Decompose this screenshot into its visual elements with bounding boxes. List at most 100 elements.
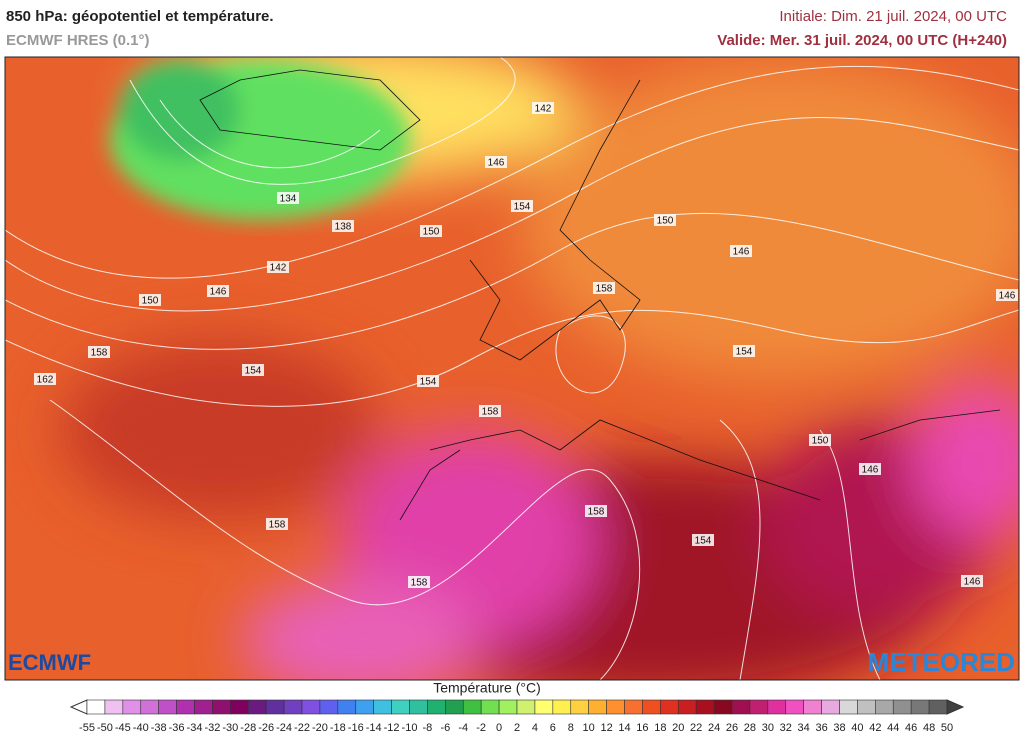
colorbar-tick-label: 50 [941,722,953,734]
colorbar-tick-label: -26 [258,722,274,734]
contour-label-box [408,576,430,588]
contour-label: 154 [736,347,753,358]
colorbar-tick-label: -36 [169,722,185,734]
colorbar-tick-label: -4 [458,722,468,734]
colorbar-tick-label: 40 [851,722,863,734]
colorbar-swatch [355,699,374,715]
colorbar-swatch [373,699,392,715]
contour-label-box [730,245,752,257]
colorbar-tick-label: -20 [312,722,328,734]
contour-label-box [532,102,554,114]
colorbar-swatch [265,699,285,715]
colorbar-swatch [731,699,751,715]
contour-label: 158 [411,578,428,589]
colorbar-tick-label: 12 [600,722,612,734]
colorbar-swatch [534,699,554,715]
colorbar-tick-label: -40 [133,722,149,734]
colorbar-tick-label: -14 [366,722,382,734]
colorbar-tick-label: 0 [496,722,502,734]
colorbar-swatch [194,699,213,715]
colorbar-tick-label: 16 [636,722,648,734]
contour-label: 142 [535,104,552,115]
colorbar-tick-label: -24 [276,722,292,734]
colorbar-swatch [391,699,410,715]
colorbar-swatch [767,699,787,715]
colorbar-swatch [301,699,321,715]
contour-label-box [996,289,1018,301]
colorbar-tick-label: 2 [514,722,520,734]
colorbar-tick-label: 20 [672,722,684,734]
map-frame [4,56,1020,681]
valid-time: Valide: Mer. 31 juil. 2024, 00 UTC (H+24… [717,32,1007,49]
contour-label-box [332,220,354,232]
colorbar-tick-label: 10 [583,722,595,734]
colorbar-swatch [445,699,464,715]
colorbar-swatch [857,699,876,715]
colorbar-swatch [677,699,697,715]
colorbar-swatch [588,699,607,715]
colorbar-tick-label: 34 [798,722,810,734]
colorbar-swatch [892,699,912,715]
colorbar-swatch [283,699,303,715]
colorbar-tick-label: -45 [115,722,131,734]
colorbar-tick-label: -55 [79,722,95,734]
colorbar-swatch [749,699,769,715]
colorbar-tick-label: -18 [330,722,346,734]
colorbar-tick-label: -32 [204,722,220,734]
colorbar-swatch [839,699,858,715]
contour-label-box [267,261,289,273]
colorbar-tick-label: 24 [708,722,720,734]
colorbar-swatch [803,699,822,715]
colorbar-swatch [212,699,231,715]
contour-label: 146 [733,247,750,258]
contour-label-box [207,285,229,297]
init-time: Initiale: Dim. 21 juil. 2024, 00 UTC [779,8,1007,25]
contour-label: 162 [37,375,54,386]
contour-label: 142 [270,263,287,274]
contour-label: 150 [423,227,440,238]
colorbar-tick-label: -28 [240,722,256,734]
contour-label-box [654,214,676,226]
ecmwf-logo: ECMWF [8,650,91,675]
colorbar-swatch [875,699,894,715]
colorbar-swatch [319,699,339,715]
colorbar-tick-label: -34 [187,722,203,734]
contour-label: 146 [964,577,981,588]
colorbar-end [946,699,965,715]
colorbar-swatch [624,699,643,715]
colorbar-swatch [928,699,948,715]
contour-label-box [511,200,533,212]
colorbar-swatch [570,699,589,715]
colorbar-tick-label: 18 [654,722,666,734]
colorbar-tick-label: 8 [568,722,574,734]
contour-label: 146 [999,291,1016,302]
colorbar-tick-label: 6 [550,722,556,734]
colorbar-swatch [462,699,482,715]
contour-label: 134 [280,194,297,205]
colorbar-tick-label: 44 [887,722,899,734]
colorbar-swatch [713,699,733,715]
colorbar-swatch [910,699,930,715]
colorbar-title: Température (°C) [433,680,541,696]
colorbar-swatch [552,699,572,715]
contour-label: 146 [210,287,227,298]
colorbar-swatch [230,699,249,715]
colorbar-end [69,699,88,715]
colorbar-tick-label: -50 [97,722,113,734]
colorbar-swatch [86,699,106,715]
colorbar-swatch [660,699,679,715]
contour-label: 154 [695,536,712,547]
colorbar-tick-label: -10 [402,722,418,734]
contour-label: 154 [420,377,437,388]
colorbar-tick-label: 4 [532,722,538,734]
contour-label-box [34,373,56,385]
map [5,57,1019,680]
subtitle: ECMWF HRES (0.1°) [6,32,150,49]
colorbar-swatch [247,699,267,715]
meteored-logo: METEORED [868,647,1015,677]
colorbar-swatch [427,699,446,715]
colorbar-tick-label: -2 [476,722,486,734]
colorbar-tick-label: 38 [833,722,845,734]
contour-label: 150 [657,216,674,227]
title: 850 hPa: géopotentiel et température. [6,8,274,25]
